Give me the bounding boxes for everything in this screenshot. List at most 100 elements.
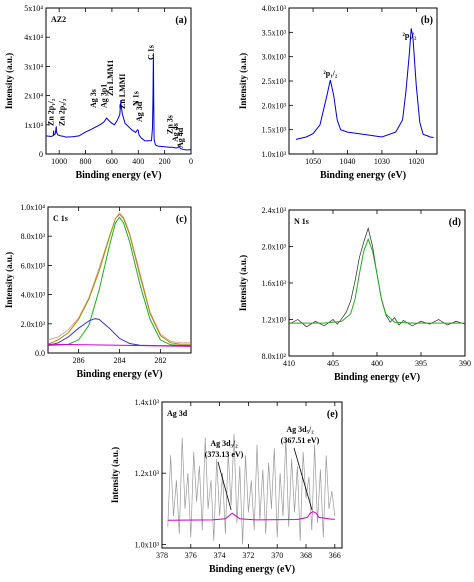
sample-label: AZ2 xyxy=(51,15,66,24)
y-tick-label: 2x10⁴ xyxy=(24,92,43,101)
series-line xyxy=(289,237,465,324)
y-axis-label: Intensity (a.u.) xyxy=(238,255,248,311)
plot-frame xyxy=(288,209,466,357)
panel-a: 1000 800 600 400 200 0 0 1x10⁴ 2x10⁴ 3x10⁴ 4x10⁴ 5x… xyxy=(4,4,193,181)
peak-annotation: Zn LMM1 xyxy=(106,60,115,96)
x-tick-label: 372 xyxy=(242,551,254,560)
peak-annotation: Zn 3s xyxy=(166,115,175,134)
y-tick-label: 1.0x10⁴ xyxy=(20,203,45,212)
x-tick-label: 410 xyxy=(283,359,295,368)
series-line xyxy=(46,53,191,151)
y-tick-label: 1.5x10³ xyxy=(262,126,287,135)
y-tick-label: 2.0x10³ xyxy=(262,243,287,252)
x-tick-label: 286 xyxy=(73,356,85,365)
x-tick-label: 200 xyxy=(159,157,171,166)
x-axis-label: Binding energy (eV) xyxy=(320,170,406,181)
x-tick-label: 1050 xyxy=(305,157,321,166)
y-tick-label: 1.6x10³ xyxy=(262,279,287,288)
peak-annotation: ²p₁/₂ xyxy=(323,69,337,78)
panel-d: 410 405 400 395 390 8.0x10² 1.2x10³ 1.6x10³ 2.0x… xyxy=(238,206,471,383)
peak-annotation: Ag 3d₅/₂ xyxy=(286,425,314,434)
panel-label: (d) xyxy=(449,217,461,228)
y-tick-label: 1.4x10³ xyxy=(135,398,160,407)
y-axis-label: Intensity (a.u.) xyxy=(4,252,14,308)
y-tick-label: 0 xyxy=(39,150,43,159)
peak-annotation: Zn 2p₃/₂ xyxy=(57,98,66,126)
y-tick-label: 2.4x10³ xyxy=(262,206,287,215)
x-tick-label: 0 xyxy=(189,157,193,166)
y-tick-label: 5x10⁴ xyxy=(24,4,43,13)
panel-label: (a) xyxy=(175,15,187,26)
peak-annotation: Ag 4d xyxy=(176,127,185,148)
peak-annotation: Ag 3d xyxy=(135,101,144,122)
y-tick-label: 4.0x10³ xyxy=(21,291,46,300)
panel-e: 378 376 374 372 370 368 366 1.0x10³ 1.2x10³ 1.4x1… xyxy=(110,398,343,575)
series-line xyxy=(289,227,465,328)
panel-b: 1050 1040 1030 1020 1.0x10³ 1.5x10³ 2.0x10³ 2.5… xyxy=(238,4,438,181)
series-line xyxy=(48,213,191,345)
panel-label: (e) xyxy=(327,409,338,420)
x-tick-label: 1030 xyxy=(374,157,390,166)
peak-annotation: Ag 4s xyxy=(171,123,180,142)
sample-label: Ag 3d xyxy=(167,409,188,418)
y-tick-label: 6.0x10³ xyxy=(21,261,46,270)
peak-annotation: Zn LMMI xyxy=(118,74,127,109)
plot-frame xyxy=(288,7,438,155)
peak-annotation: Zn 2p₁/₂ xyxy=(46,98,55,126)
sample-label: C 1s xyxy=(53,214,68,223)
y-tick-label: 8.0x10³ xyxy=(21,232,46,241)
annotation-pointer xyxy=(293,447,313,511)
x-axis-label: Binding energy (eV) xyxy=(209,564,295,575)
panel-c: 286 284 282 0.0 2.0x10³ 4.0x10³ 6.0x10³ 8.0x10³… xyxy=(4,203,192,380)
series-group xyxy=(295,28,434,140)
x-tick-label: 374 xyxy=(214,551,226,560)
y-tick-label: 1.2x10³ xyxy=(135,469,160,478)
series-line xyxy=(48,216,191,347)
plot-frame xyxy=(161,401,343,549)
y-axis-label: Intensity (a.u.) xyxy=(110,447,120,503)
peak-annotation-value: (373.13 eV) xyxy=(205,450,244,459)
x-tick-label: 395 xyxy=(415,359,427,368)
peak-annotation: Ag 3p1 xyxy=(100,84,109,108)
peak-annotation: N 1s xyxy=(131,91,140,106)
x-tick-label: 1040 xyxy=(340,157,356,166)
y-tick-label: 3.0x10³ xyxy=(262,53,287,62)
y-axis-label: Intensity (a.u.) xyxy=(4,53,14,109)
x-tick-label: 400 xyxy=(132,157,144,166)
series-group xyxy=(289,227,465,328)
peak-annotation: Ag 3d₃/₂ xyxy=(210,439,238,448)
x-tick-label: 390 xyxy=(459,359,471,368)
x-tick-label: 366 xyxy=(329,551,341,560)
peak-annotation-value: (367.51 eV) xyxy=(281,436,320,445)
x-tick-label: 370 xyxy=(271,551,283,560)
x-tick-label: 284 xyxy=(114,356,126,365)
x-tick-label: 800 xyxy=(80,157,92,166)
y-tick-label: 2.0x10³ xyxy=(21,320,46,329)
x-tick-label: 378 xyxy=(156,551,168,560)
peak-annotation: ²p₃/₂ xyxy=(403,31,417,40)
y-tick-label: 4x10⁴ xyxy=(24,33,43,42)
x-axis-label: Binding energy (eV) xyxy=(75,170,161,181)
x-tick-label: 1000 xyxy=(51,157,67,166)
plot-frame xyxy=(45,7,192,155)
y-tick-label: 4.0x10³ xyxy=(262,4,287,13)
x-axis-label: Binding energy (eV) xyxy=(334,372,420,383)
x-tick-label: 405 xyxy=(327,359,339,368)
peak-annotation: Ag 3s xyxy=(89,89,98,108)
series-line xyxy=(48,343,191,347)
y-tick-label: 1.0x10³ xyxy=(135,540,160,549)
x-tick-label: 376 xyxy=(185,551,197,560)
peak-annotation: C 1s xyxy=(146,45,155,60)
x-tick-label: 600 xyxy=(106,157,118,166)
y-tick-label: 8.0x10² xyxy=(262,352,287,361)
x-axis-label: Binding energy (eV) xyxy=(76,369,162,380)
y-tick-label: 1x10⁴ xyxy=(24,121,43,130)
x-tick-label: 1020 xyxy=(408,157,424,166)
series-group xyxy=(167,433,336,545)
y-tick-label: 3.5x10³ xyxy=(262,28,287,37)
y-tick-label: 1.0x10³ xyxy=(262,150,287,159)
y-tick-label: 2.5x10³ xyxy=(262,77,287,86)
series-group xyxy=(46,53,191,151)
y-tick-label: 3x10⁴ xyxy=(24,62,43,71)
